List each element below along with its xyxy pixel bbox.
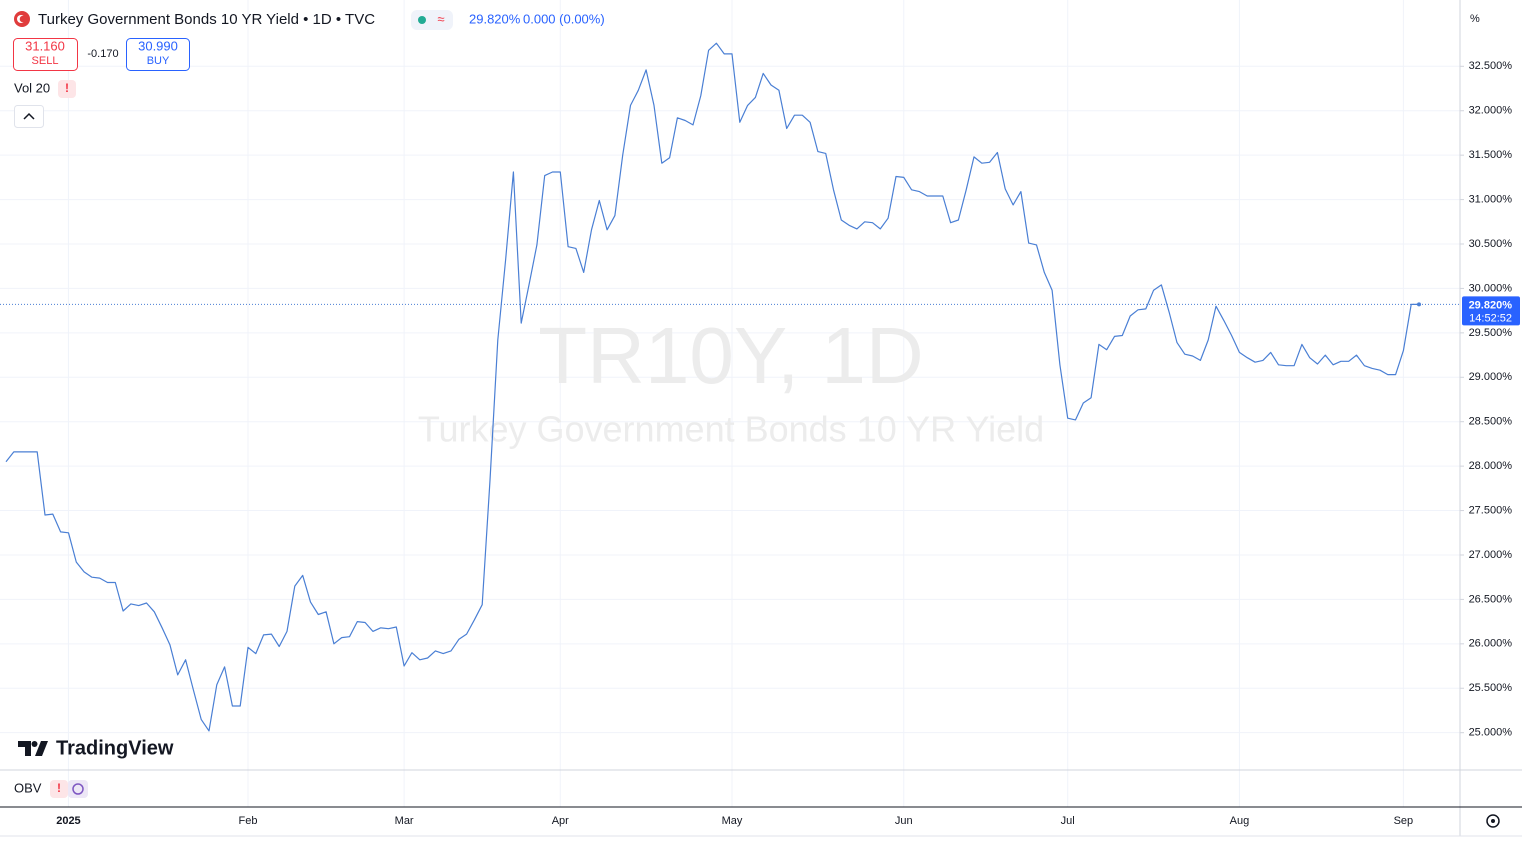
x-tick-label: Feb <box>239 815 258 827</box>
reload-icon <box>72 783 84 795</box>
y-tick-label: 27.500% <box>1469 504 1513 516</box>
y-tick-label: 30.000% <box>1469 282 1513 294</box>
spread: -0.170 <box>87 48 118 60</box>
y-tick-label: 26.000% <box>1469 638 1513 650</box>
brand-logo <box>18 741 48 756</box>
y-tick-label: 32.000% <box>1469 105 1513 117</box>
x-tick-label: Jun <box>895 815 913 827</box>
warning-icon: ! <box>57 781 61 795</box>
y-tick-label: 31.500% <box>1469 149 1513 161</box>
x-tick-label: Jul <box>1061 815 1075 827</box>
axis-unit[interactable]: % <box>1470 13 1480 25</box>
watermark: TR10Y, 1D <box>538 311 923 400</box>
y-tick-label: 31.000% <box>1469 193 1513 205</box>
warning-icon[interactable] <box>58 80 76 98</box>
settings-icon <box>1491 819 1495 823</box>
buy-label: BUY <box>147 55 170 67</box>
warning-icon: ! <box>65 81 69 95</box>
brand-name[interactable]: TradingView <box>56 737 174 759</box>
plot <box>0 42 1460 732</box>
y-tick-label: 32.500% <box>1469 60 1513 72</box>
x-tick-label: Sep <box>1394 815 1414 827</box>
flag-icon <box>19 15 27 23</box>
y-tick-label: 27.000% <box>1469 549 1513 561</box>
indicator-legend[interactable]: OBV <box>14 780 42 795</box>
status-pill[interactable] <box>411 10 453 30</box>
x-tick-label: May <box>722 815 743 827</box>
symbol-title[interactable]: Turkey Government Bonds 10 YR Yield • 1D… <box>38 11 375 28</box>
x-tick-label: Mar <box>395 815 414 827</box>
last-price-label-box <box>1462 296 1520 326</box>
y-tick-label: 25.500% <box>1469 682 1513 694</box>
market-status <box>418 16 426 24</box>
y-tick-label: 28.000% <box>1469 460 1513 472</box>
volume-legend[interactable]: Vol 20 <box>14 80 50 95</box>
y-tick-label: 30.500% <box>1469 238 1513 250</box>
sell-label: SELL <box>32 55 59 67</box>
y-tick-label: 29.500% <box>1469 327 1513 339</box>
y-tick-label: 26.500% <box>1469 593 1513 605</box>
change: 0.000 (0.00%) <box>523 11 605 26</box>
last-point <box>1417 302 1421 307</box>
buy-price: 30.990 <box>138 38 178 53</box>
sell-button[interactable] <box>13 38 78 71</box>
collapse-button[interactable] <box>14 105 44 128</box>
sell-price: 31.160 <box>25 38 65 53</box>
collapse-icon <box>23 112 35 120</box>
buy-button[interactable] <box>126 38 190 71</box>
last-price-label: 29.820% <box>1469 299 1513 311</box>
price-line <box>5 42 1419 732</box>
delayed-icon: ≈ <box>437 11 444 26</box>
countdown: 14:52:52 <box>1469 312 1512 324</box>
warning-icon[interactable] <box>50 780 68 798</box>
settings-icon[interactable] <box>1486 814 1500 828</box>
price: 29.820% <box>469 11 521 26</box>
brand-logo <box>31 741 38 747</box>
watermark-name: Turkey Government Bonds 10 YR Yield <box>418 409 1044 450</box>
reload-icon[interactable] <box>68 780 88 798</box>
y-tick-label: 25.000% <box>1469 727 1513 739</box>
x-tick-label: 2025 <box>56 815 80 827</box>
x-tick-label: Aug <box>1230 815 1250 827</box>
y-tick-label: 28.500% <box>1469 416 1513 428</box>
grid <box>0 0 1460 807</box>
x-tick-label: Apr <box>552 815 569 827</box>
y-tick-label: 29.000% <box>1469 371 1513 383</box>
overlay: 25.000% 25.500% 26.000% 26.500% 27.000% 27.50… <box>56 60 1520 827</box>
